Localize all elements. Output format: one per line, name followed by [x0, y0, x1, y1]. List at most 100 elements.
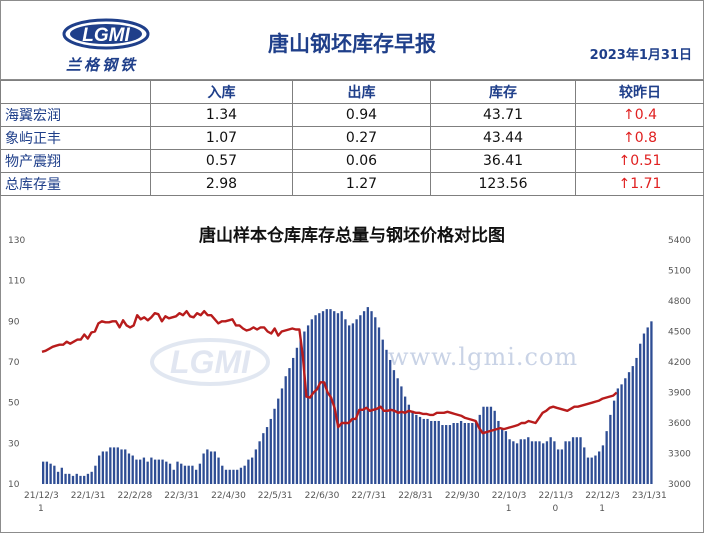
- inventory-bar: [612, 400, 616, 484]
- inventory-bar: [418, 416, 422, 484]
- inventory-bar: [75, 473, 78, 484]
- right-axis-tick-label: 4200: [668, 358, 691, 368]
- inventory-bar: [295, 347, 299, 484]
- inventory-bar: [598, 451, 601, 484]
- inventory-bar: [68, 473, 71, 484]
- in-value: 0.57: [150, 149, 293, 173]
- inventory-bar: [411, 410, 414, 484]
- inventory-bar: [109, 447, 112, 484]
- report-title: 唐山钢坯库存早报: [268, 32, 436, 56]
- x-axis-tick-label: 22/3/31: [164, 491, 199, 501]
- inventory-bar: [116, 447, 119, 484]
- inventory-bar: [366, 307, 369, 484]
- change-value: ↑0.51: [575, 149, 704, 173]
- inventory-bar: [583, 447, 586, 484]
- stock-value: 123.56: [430, 172, 576, 196]
- inventory-bar: [258, 441, 261, 484]
- inventory-bar: [318, 313, 321, 484]
- inventory-bar: [131, 455, 134, 484]
- watermark-url: www.lgmi.com: [388, 343, 579, 371]
- out-value: 0.27: [292, 126, 431, 150]
- left-axis-tick-label: 50: [8, 399, 20, 409]
- inventory-bar: [90, 471, 93, 484]
- inventory-bar: [556, 449, 560, 484]
- inventory-bar: [534, 441, 537, 484]
- inventory-bar: [639, 343, 642, 484]
- inventory-bar: [284, 376, 287, 484]
- left-axis-tick-label: 130: [8, 236, 25, 246]
- inventory-bar: [198, 463, 202, 484]
- stock-value: 36.41: [430, 149, 576, 173]
- lgmi-logo-mark: LGMI: [62, 18, 150, 50]
- inventory-bar: [306, 325, 310, 484]
- column-header-change: 较昨日: [575, 80, 704, 104]
- inventory-bar: [579, 437, 582, 484]
- inventory-bar: [549, 437, 552, 484]
- inventory-bar: [150, 457, 153, 484]
- x-axis-tick-label: 22/2/28: [118, 491, 153, 501]
- inventory-bar: [325, 309, 328, 484]
- inventory-bar: [359, 315, 362, 484]
- inventory-bar: [571, 437, 575, 484]
- inventory-bar: [157, 459, 160, 484]
- x-axis-tick-label: 22/8/31: [398, 491, 433, 501]
- inventory-bar: [650, 321, 653, 484]
- x-axis-tick-label: 22/12/3: [585, 491, 620, 501]
- inventory-bar: [60, 467, 63, 484]
- inventory-bar: [303, 331, 306, 484]
- inventory-bar: [646, 327, 649, 484]
- inventory-bar: [161, 459, 164, 484]
- inventory-bar: [340, 311, 343, 484]
- chart-title: 唐山样本仓库库存总量与钢坯价格对比图: [199, 226, 505, 246]
- inventory-bar: [400, 386, 403, 484]
- inventory-bar: [403, 396, 407, 484]
- in-value: 2.98: [150, 172, 293, 196]
- inventory-bar: [553, 441, 556, 484]
- inventory-bar: [515, 443, 519, 484]
- table-header-row: 入库 出库 库存 较昨日: [0, 80, 704, 104]
- inventory-bar: [620, 384, 623, 484]
- inventory-bar: [362, 311, 366, 484]
- inventory-bar: [224, 469, 228, 484]
- inventory-bar: [530, 441, 534, 484]
- inventory-bar: [83, 475, 86, 484]
- x-axis-tick-label: 22/5/31: [258, 491, 293, 501]
- in-value: 1.34: [150, 103, 293, 127]
- warehouse-name: 海翼宏润: [0, 103, 151, 127]
- left-axis-tick-label: 30: [8, 439, 20, 449]
- left-axis-tick-label: 70: [8, 358, 20, 368]
- inventory-bar: [605, 431, 608, 484]
- inventory-bar: [236, 469, 239, 484]
- inventory-bar: [254, 449, 258, 484]
- inventory-bar: [415, 414, 418, 484]
- right-axis-tick-label: 5400: [668, 236, 691, 246]
- inventory-bar: [321, 311, 325, 484]
- inventory-bar: [568, 441, 571, 484]
- stock-value: 43.44: [430, 126, 576, 150]
- inventory-bar: [86, 473, 90, 484]
- x-axis-tick-label: 22/9/30: [445, 491, 480, 501]
- change-value: ↑0.8: [575, 126, 704, 150]
- inventory-bar: [180, 463, 183, 484]
- x-axis-tick-label: 0: [553, 504, 559, 514]
- inventory-bar: [202, 453, 205, 484]
- price-line: [41, 310, 618, 435]
- inventory-bar: [228, 469, 231, 484]
- inventory-bar: [124, 449, 127, 484]
- inventory-bar: [127, 453, 131, 484]
- right-axis-tick-label: 5100: [668, 267, 691, 277]
- inventory-bar: [142, 457, 146, 484]
- inventory-bar: [575, 437, 578, 484]
- inventory-bar: [377, 327, 381, 484]
- inventory-bar: [97, 455, 101, 484]
- inventory-bar: [448, 425, 452, 484]
- inventory-bar: [504, 431, 508, 484]
- inventory-bar: [631, 366, 634, 484]
- inventory-bar: [493, 410, 496, 484]
- column-header: [0, 80, 151, 104]
- inventory-bar: [262, 433, 265, 484]
- inventory-bar: [79, 475, 82, 484]
- warehouse-name: 象屿正丰: [0, 126, 151, 150]
- right-axis-tick-label: 4500: [668, 328, 691, 338]
- inventory-bar: [355, 319, 358, 484]
